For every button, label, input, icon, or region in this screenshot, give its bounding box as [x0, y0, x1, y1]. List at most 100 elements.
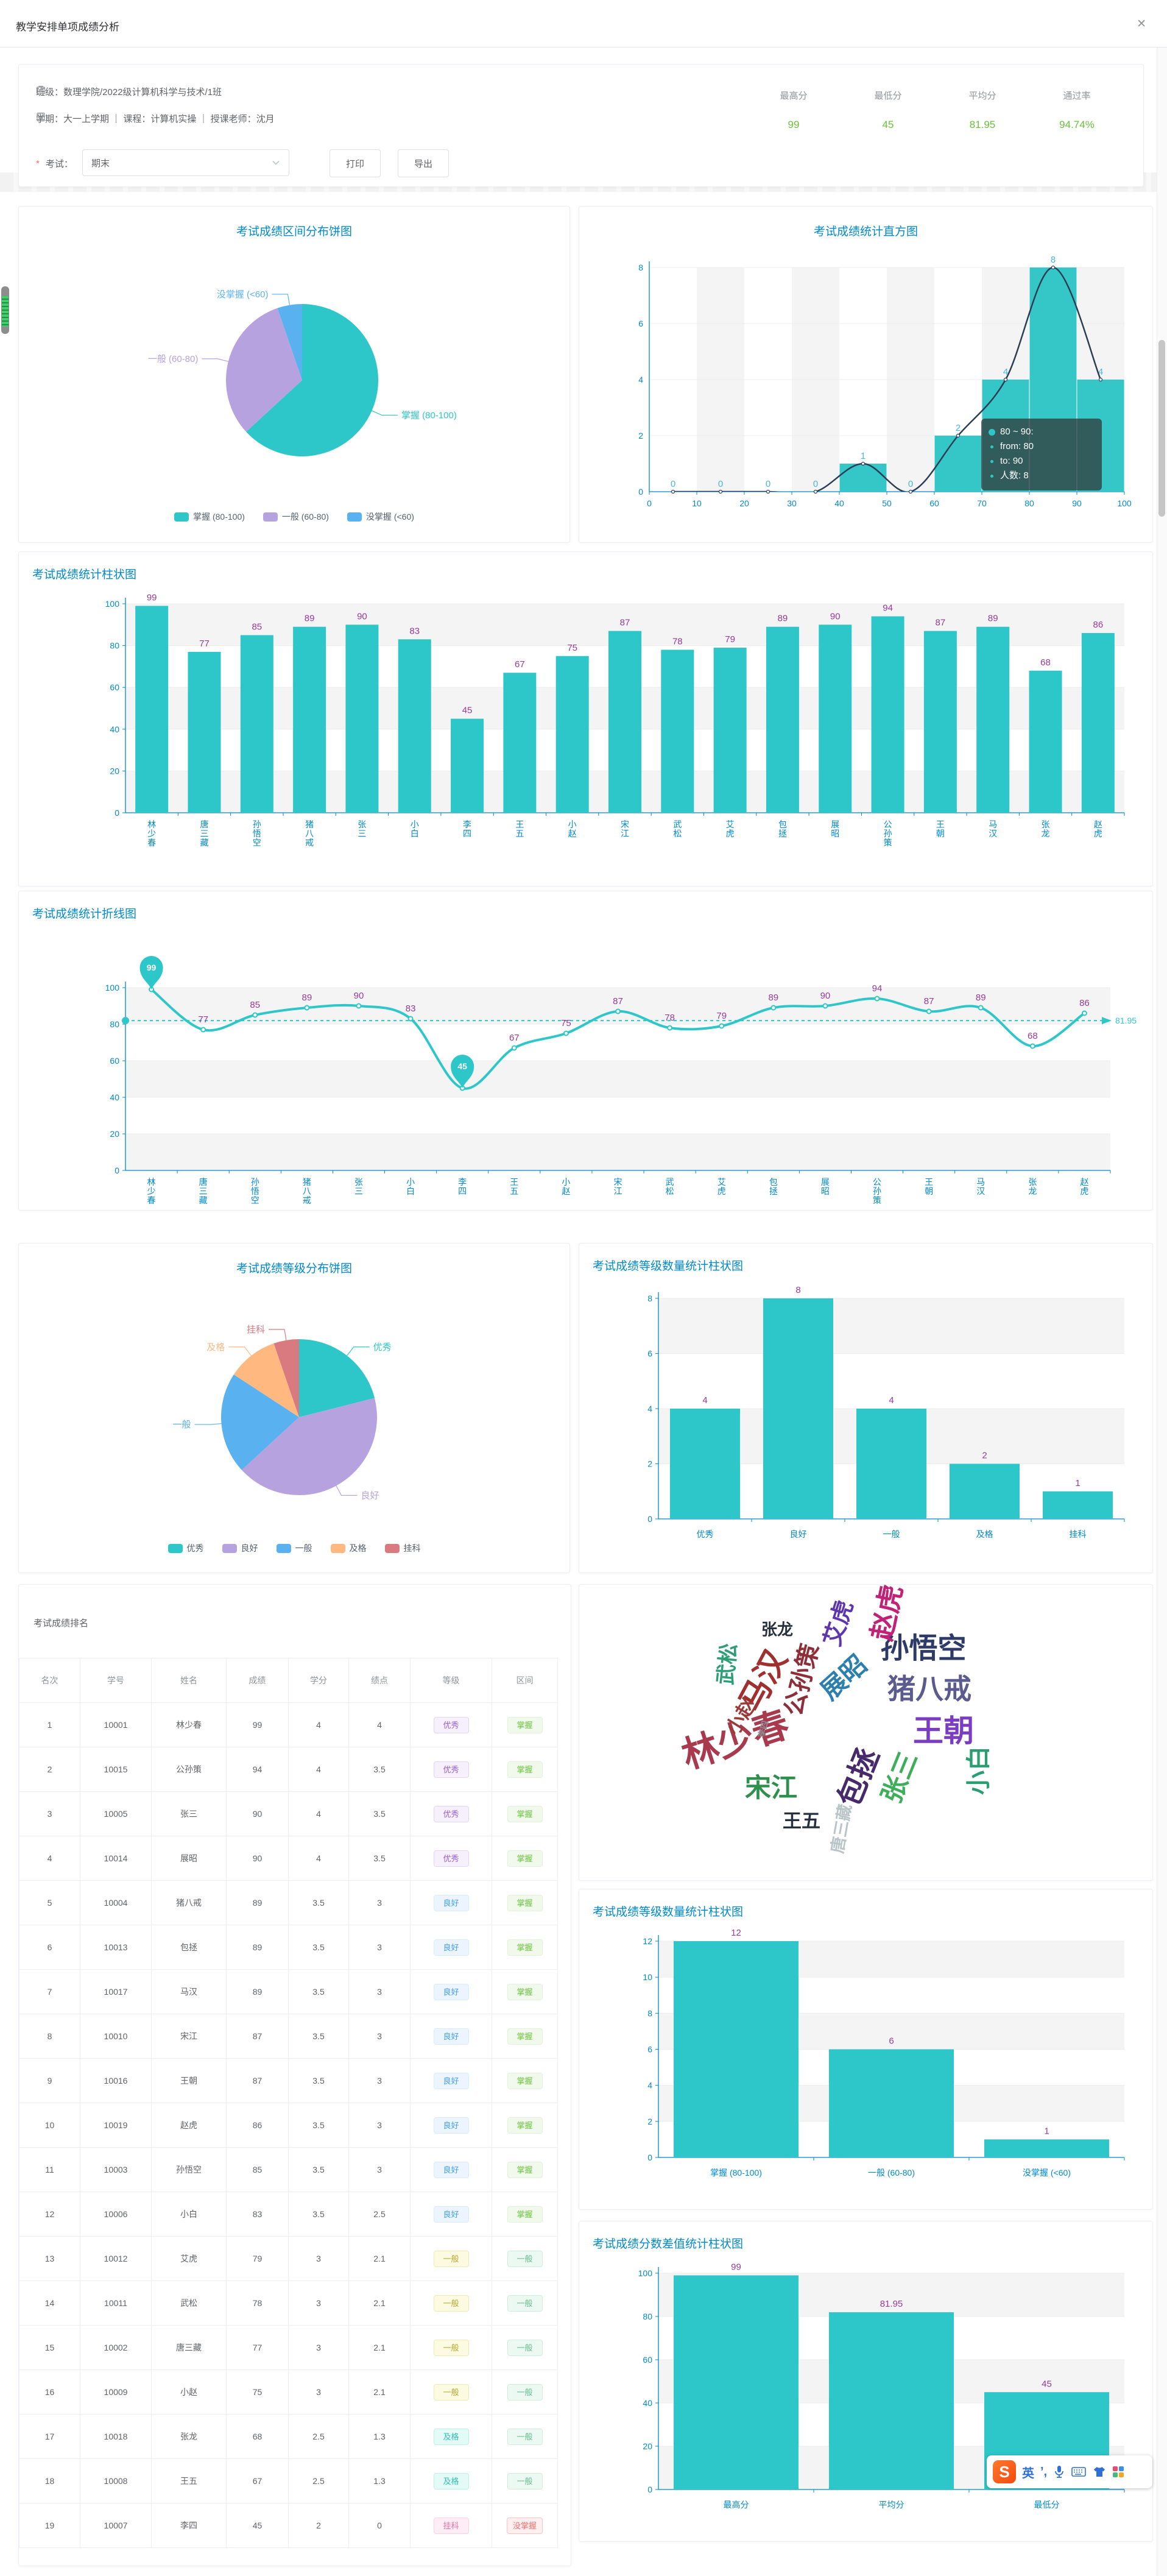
- pie-slice[interactable]: [226, 308, 302, 432]
- mic-icon[interactable]: [1053, 2465, 1065, 2479]
- punctuation-toggle[interactable]: ’,: [1040, 2465, 1048, 2479]
- line-marker[interactable]: [874, 996, 880, 1002]
- bar[interactable]: [135, 606, 169, 813]
- pie-slice[interactable]: [220, 1374, 299, 1470]
- line-marker[interactable]: [667, 1025, 673, 1031]
- bar[interactable]: [871, 616, 904, 813]
- line-marker[interactable]: [304, 1005, 310, 1011]
- line-marker[interactable]: [719, 1023, 725, 1029]
- table-row[interactable]: 11 10003 孙悟空 85 3.5 3 良好 掌握: [19, 2147, 558, 2192]
- table-row[interactable]: 6 10013 包拯 89 3.5 3 良好 掌握: [19, 1925, 558, 1970]
- wordcloud-word[interactable]: 武松: [714, 1642, 741, 1686]
- line-marker[interactable]: [252, 1012, 258, 1018]
- line-marker[interactable]: [200, 1027, 206, 1033]
- bar[interactable]: [188, 651, 221, 813]
- bar[interactable]: [345, 625, 379, 813]
- input-method-toolbar[interactable]: S 英 ’,: [987, 2455, 1152, 2488]
- wordcloud-word[interactable]: 王五: [783, 1810, 820, 1832]
- table-row[interactable]: 5 10004 猪八戒 89 3.5 3 良好 掌握: [19, 1880, 558, 1925]
- table-row[interactable]: 7 10017 马汉 89 3.5 3 良好 掌握: [19, 1969, 558, 2014]
- bar[interactable]: [293, 626, 326, 813]
- bar[interactable]: [976, 626, 1010, 813]
- line-marker[interactable]: [822, 1003, 828, 1009]
- bar[interactable]: [555, 656, 589, 813]
- bar[interactable]: [829, 2312, 954, 2489]
- wordcloud-word[interactable]: 艾虎: [819, 1597, 858, 1650]
- wordcloud-word[interactable]: 公孙策: [780, 1641, 824, 1719]
- bar[interactable]: [674, 1941, 799, 2157]
- bar[interactable]: [674, 2275, 799, 2489]
- wordcloud-word[interactable]: 小白: [965, 1746, 992, 1795]
- histogram-bar[interactable]: [839, 464, 887, 492]
- export-button[interactable]: 导出: [398, 149, 449, 177]
- language-toggle[interactable]: 英: [1022, 2466, 1034, 2480]
- line-marker[interactable]: [615, 1008, 621, 1014]
- bar[interactable]: [713, 648, 747, 813]
- line-marker[interactable]: [926, 1008, 932, 1014]
- legend-item[interactable]: 挂科: [384, 1542, 421, 1554]
- legend-item[interactable]: 一般 (60-80): [263, 511, 329, 523]
- pie-slice[interactable]: [277, 304, 302, 380]
- bar[interactable]: [240, 635, 273, 813]
- table-row[interactable]: 17 10018 张龙 68 2.5 1.3 及格 一般: [19, 2414, 558, 2459]
- wordcloud-word[interactable]: 宋江: [745, 1774, 797, 1803]
- grid-icon[interactable]: [1113, 2466, 1124, 2477]
- table-row[interactable]: 18 10008 王五 67 2.5 1.3 及格 一般: [19, 2458, 558, 2503]
- line-marker[interactable]: [407, 1016, 414, 1022]
- sogou-logo-icon[interactable]: S: [993, 2460, 1016, 2483]
- table-row[interactable]: 10 10019 赵虎 86 3.5 3 良好 掌握: [19, 2103, 558, 2148]
- bar[interactable]: [984, 2139, 1109, 2157]
- bar[interactable]: [1081, 633, 1115, 813]
- pie-slice[interactable]: [299, 1339, 375, 1417]
- line-marker[interactable]: [1081, 1010, 1087, 1016]
- pie-slice[interactable]: [246, 304, 379, 456]
- legend-item[interactable]: 掌握 (80-100): [174, 511, 245, 523]
- legend-item[interactable]: 一般: [276, 1542, 312, 1554]
- line-marker[interactable]: [1029, 1043, 1035, 1049]
- close-icon[interactable]: ✕: [1137, 18, 1146, 30]
- bar[interactable]: [661, 649, 694, 813]
- table-row[interactable]: 13 10012 艾虎 79 3 2.1 一般 一般: [19, 2236, 558, 2281]
- bar[interactable]: [856, 1409, 926, 1519]
- extension-handle[interactable]: [1, 286, 9, 334]
- line-marker[interactable]: [356, 1003, 362, 1009]
- pie-slice[interactable]: [273, 1339, 299, 1417]
- table-row[interactable]: 4 10014 展昭 90 4 3.5 优秀 掌握: [19, 1836, 558, 1881]
- line-marker[interactable]: [770, 1005, 777, 1011]
- mark-pin[interactable]: [139, 956, 163, 989]
- legend-item[interactable]: 优秀: [167, 1542, 204, 1554]
- bar[interactable]: [819, 625, 852, 813]
- bar[interactable]: [766, 626, 799, 813]
- wordcloud-word[interactable]: 王朝: [913, 1714, 974, 1748]
- line-marker[interactable]: [511, 1045, 517, 1051]
- exam-select[interactable]: 期末: [82, 149, 289, 176]
- table-row[interactable]: 19 10007 李四 45 2 0 挂科 没掌握: [19, 2503, 558, 2548]
- legend-item[interactable]: 及格: [330, 1542, 367, 1554]
- keyboard-icon[interactable]: [1071, 2466, 1086, 2477]
- table-row[interactable]: 16 10009 小赵 75 3 2.1 一般 一般: [19, 2369, 558, 2415]
- wordcloud-word[interactable]: 猪八戒: [887, 1673, 971, 1705]
- bar[interactable]: [398, 639, 431, 813]
- bar[interactable]: [1043, 1491, 1113, 1519]
- legend-item[interactable]: 良好: [222, 1542, 258, 1554]
- legend-item[interactable]: 没掌握 (<60): [347, 511, 414, 523]
- scrollbar-thumb[interactable]: [1158, 340, 1165, 517]
- table-row[interactable]: 3 10005 张三 90 4 3.5 优秀 掌握: [19, 1791, 558, 1836]
- table-row[interactable]: 14 10011 武松 78 3 2.1 一般 一般: [19, 2281, 558, 2326]
- pie-slice[interactable]: [233, 1343, 299, 1417]
- wordcloud-word[interactable]: 张龙: [761, 1620, 794, 1639]
- table-row[interactable]: 2 10015 公孙策 94 4 3.5 优秀 掌握: [19, 1747, 558, 1792]
- bar[interactable]: [608, 631, 641, 813]
- histogram-bar[interactable]: [934, 436, 982, 492]
- bar[interactable]: [763, 1298, 833, 1519]
- table-row[interactable]: 8 10010 宋江 87 3.5 3 良好 掌握: [19, 2014, 558, 2059]
- line-marker[interactable]: [978, 1005, 984, 1011]
- pie-slice[interactable]: [241, 1398, 377, 1495]
- bar[interactable]: [829, 2049, 954, 2158]
- bar[interactable]: [1029, 670, 1062, 813]
- table-row[interactable]: 9 10016 王朝 87 3.5 3 良好 掌握: [19, 2058, 558, 2103]
- bar[interactable]: [451, 718, 484, 813]
- mark-pin[interactable]: [451, 1055, 474, 1088]
- wordcloud-word[interactable]: 孙悟空: [880, 1632, 967, 1665]
- print-button[interactable]: 打印: [330, 149, 381, 177]
